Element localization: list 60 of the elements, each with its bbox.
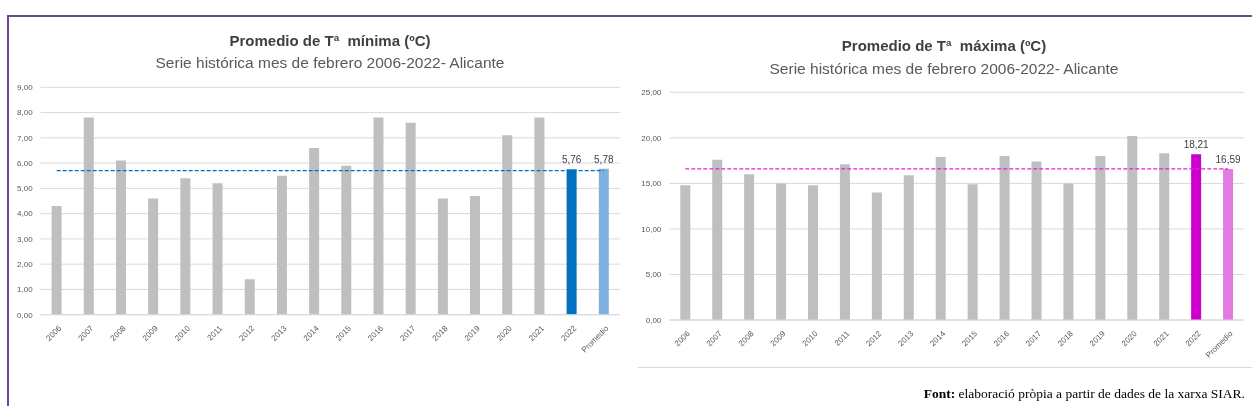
y-tick-label: 20,00 (641, 133, 662, 143)
bar (680, 185, 691, 320)
y-tick-label: 7,00 (17, 133, 34, 143)
y-tick-label: 9,00 (17, 83, 34, 93)
bar (373, 117, 384, 315)
bar (808, 185, 819, 320)
bar (405, 122, 416, 315)
bar (1191, 154, 1202, 320)
bar (1095, 156, 1106, 320)
data-label: 5,78 (594, 153, 614, 165)
bar (115, 160, 126, 315)
bar (470, 195, 481, 315)
bar (776, 183, 787, 320)
bar (276, 175, 287, 315)
y-tick-label: 25,00 (641, 88, 662, 98)
y-tick-label: 0,00 (645, 315, 662, 325)
bar (712, 159, 723, 320)
y-tick-label: 15,00 (641, 179, 662, 189)
y-tick-label: 2,00 (17, 260, 34, 270)
bar (51, 206, 62, 315)
bar (83, 117, 94, 315)
y-tick-label: 6,00 (17, 158, 34, 168)
bar (935, 156, 946, 320)
bar (244, 279, 255, 315)
bar (1127, 136, 1138, 320)
bar (1223, 168, 1234, 320)
bar (212, 183, 223, 315)
chart-subtitle: Serie histórica mes de febrero 2006-2022- Alicante (769, 60, 1119, 77)
y-tick-label: 4,00 (17, 209, 34, 219)
chart-title: Promedio de Tª máxima (ºC) (841, 37, 1047, 54)
bar (871, 192, 882, 320)
data-label: 16,59 (1215, 153, 1242, 165)
chart-title: Promedio de Tª mínima (ºC) (229, 32, 431, 49)
bar (502, 135, 513, 315)
bar (967, 184, 978, 320)
bar (1063, 183, 1074, 320)
data-label: 18,21 (1183, 139, 1210, 151)
bar (148, 198, 159, 315)
y-tick-label: 8,00 (17, 108, 34, 118)
bar (903, 175, 914, 320)
bar (534, 117, 545, 315)
y-tick-label: 5,00 (17, 184, 34, 194)
data-label: 5,76 (561, 154, 582, 166)
bar (341, 165, 352, 315)
bar (839, 164, 850, 320)
bar (1159, 153, 1170, 320)
bar (598, 168, 609, 315)
bar (180, 178, 191, 315)
chart-subtitle: Serie histórica mes de febrero 2006-2022- Alicante (155, 54, 505, 71)
bar (1031, 161, 1042, 320)
bar (309, 147, 320, 315)
text: Font: elaboració pròpia a partir de dades de la xarxa SIAR. (923, 386, 1245, 401)
y-tick-label: 5,00 (645, 270, 662, 280)
bar (744, 174, 755, 320)
bar (437, 198, 448, 315)
y-tick-label: 0,00 (17, 310, 34, 320)
y-tick-label: 10,00 (641, 224, 662, 234)
y-tick-label: 1,00 (17, 285, 34, 295)
y-tick-label: 3,00 (17, 234, 34, 244)
bar (999, 156, 1010, 320)
